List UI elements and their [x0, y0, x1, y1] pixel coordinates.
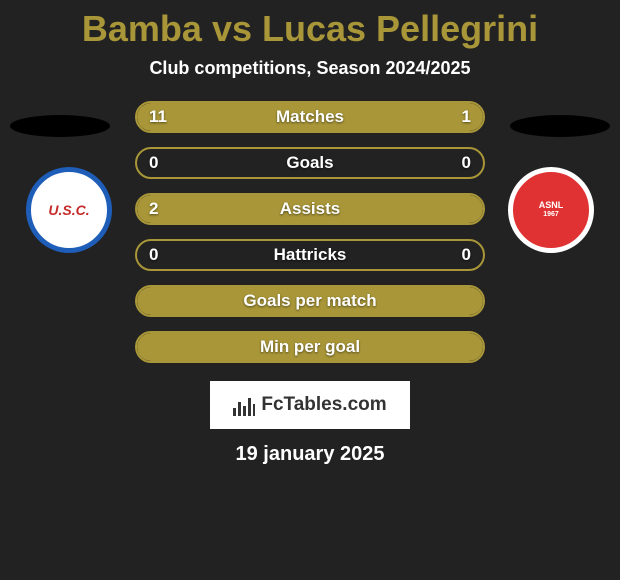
bar-value-left: 0 [149, 153, 158, 173]
comparison-area: U.S.C. ASNL 1967 Matches111Goals00Assist… [0, 101, 620, 363]
club-badge-right: ASNL 1967 [508, 167, 594, 253]
player-right-shadow [510, 115, 610, 137]
club-badge-right-text-bottom: 1967 [543, 211, 559, 219]
brand-box: FcTables.com [210, 381, 410, 429]
bar-label: Matches [137, 107, 483, 127]
player-left-shadow [10, 115, 110, 137]
club-badge-left-text: U.S.C. [48, 202, 89, 218]
bar-label: Goals per match [137, 291, 483, 311]
stat-bar-row: Hattricks0 0 [135, 239, 485, 271]
bar-value-right: 0 [462, 153, 471, 173]
stat-bar-row: Goals per match [135, 285, 485, 317]
chart-bars-icon [233, 394, 255, 416]
date-text: 19 january 2025 [0, 443, 620, 466]
page-subtitle: Club competitions, Season 2024/2025 [0, 58, 620, 79]
bar-label: Assists [137, 199, 483, 219]
club-badge-left: U.S.C. [26, 167, 112, 253]
bar-value-left: 2 [149, 199, 158, 219]
stat-bar-row: Goals0 0 [135, 147, 485, 179]
bar-label: Hattricks [137, 245, 483, 265]
club-badge-right-text-top: ASNL [539, 201, 564, 211]
bar-label: Min per goal [137, 337, 483, 357]
bar-value-left: 11 [149, 107, 167, 127]
stat-bars: Matches111Goals00Assists2Hattricks00Goal… [135, 101, 485, 363]
stat-bar-row: Assists2 [135, 193, 485, 225]
stat-bar-row: Matches111 [135, 101, 485, 133]
bar-value-right: 1 [462, 107, 471, 127]
page-title: Bamba vs Lucas Pellegrini [0, 0, 620, 50]
bar-value-left: 0 [149, 245, 158, 265]
bar-label: Goals [137, 153, 483, 173]
brand-text: FcTables.com [261, 394, 386, 416]
stat-bar-row: Min per goal [135, 331, 485, 363]
bar-value-right: 0 [462, 245, 471, 265]
